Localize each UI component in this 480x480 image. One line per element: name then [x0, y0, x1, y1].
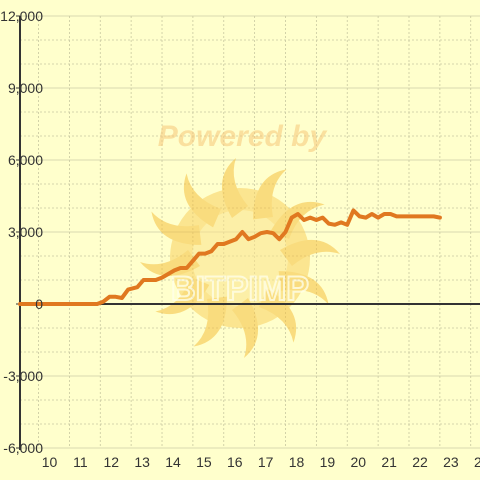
swirl-ray	[183, 173, 221, 228]
x-tick-label: 21	[381, 454, 397, 470]
swirl-ray	[253, 169, 287, 220]
x-tick-label: 22	[412, 454, 428, 470]
tick-labels: -6,000 -3,000 0 3,000 6,000 9,000 12,000 10 11 12…	[0, 8, 480, 470]
swirl-ray	[259, 288, 297, 343]
x-tick-label: 12	[103, 454, 119, 470]
grid	[20, 15, 480, 449]
swirl-ray	[280, 239, 340, 266]
x-tick-label: 20	[350, 454, 366, 470]
x-tick-label: 18	[289, 454, 305, 470]
swirl-ray	[278, 271, 329, 305]
y-tick-label: 0	[35, 296, 43, 312]
series-layer	[18, 208, 442, 306]
x-tick-label: 15	[196, 454, 212, 470]
swirl-ray	[270, 201, 325, 239]
x-tick-label: 19	[320, 454, 336, 470]
y-tick-label: 6,000	[8, 152, 43, 168]
swirl-ray	[221, 158, 248, 218]
y-tick-label: -3,000	[3, 368, 43, 384]
swirl-ray	[232, 298, 259, 358]
watermark-logo-text: BITPIMP	[171, 270, 309, 308]
y-tick-label: -6,000	[3, 440, 43, 456]
x-tick-label: 17	[258, 454, 274, 470]
x-tick-label: 16	[227, 454, 243, 470]
swirl-ray	[151, 211, 202, 245]
x-tick-label: 11	[73, 454, 88, 470]
y-tick-label: 9,000	[8, 80, 43, 96]
watermark-text: Powered by	[158, 120, 328, 153]
x-tick-label: 24	[474, 454, 480, 470]
x-tick-label: 10	[42, 454, 58, 470]
x-tick-label: 13	[134, 454, 150, 470]
x-tick-label: 23	[443, 454, 459, 470]
y-tick-label: 12,000	[0, 8, 43, 24]
swirl-ray	[193, 296, 227, 347]
x-tick-label: 14	[165, 454, 181, 470]
series-line	[18, 208, 442, 306]
y-tick-label: 3,000	[8, 224, 43, 240]
swirl-ray	[155, 277, 210, 315]
